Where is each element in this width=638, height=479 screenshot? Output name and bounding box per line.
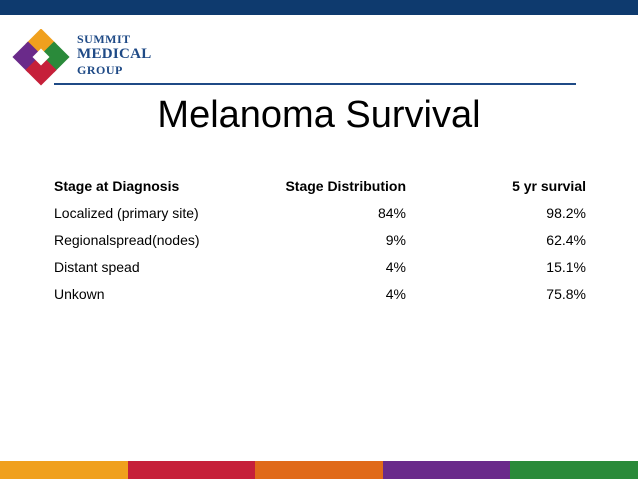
cell-survival: 62.4% (546, 231, 586, 248)
logo-wordmark: SUMMIT MEDICAL GROUP (77, 33, 152, 76)
cell-distribution: 9% (385, 231, 406, 248)
footer-color-bar (0, 461, 638, 479)
logo-line-medical: MEDICAL (77, 46, 152, 62)
header-divider (54, 83, 576, 85)
header-survival: 5 yr survial (512, 177, 586, 194)
cell-distribution: 4% (385, 285, 406, 302)
slide-title: Melanoma Survival (157, 94, 481, 136)
footer-segment (510, 461, 638, 479)
cell-survival: 15.1% (546, 258, 586, 275)
header-distribution: Stage Distribution (285, 177, 406, 194)
footer-segment (255, 461, 383, 479)
logo-line-summit: SUMMIT (77, 32, 131, 46)
cell-stage: Localized (primary site) (54, 204, 199, 221)
footer-segment (382, 461, 511, 479)
table-row: Distant spead 4% 15.1% (54, 253, 586, 280)
survival-table: Stage at Diagnosis Stage Distribution 5 … (54, 172, 586, 307)
logo-line-group: GROUP (77, 63, 123, 77)
footer-segment (0, 461, 128, 479)
cell-distribution: 4% (385, 258, 406, 275)
cell-distribution: 84% (377, 204, 406, 221)
table-row: Regionalspread(nodes) 9% 62.4% (54, 226, 586, 253)
cell-survival: 98.2% (546, 204, 586, 221)
cell-stage: Unkown (54, 285, 105, 302)
cell-stage: Regionalspread(nodes) (54, 231, 200, 248)
table-header-row: Stage at Diagnosis Stage Distribution 5 … (54, 172, 586, 199)
cell-stage: Distant spead (54, 258, 140, 275)
footer-segment (127, 461, 256, 479)
header-stage: Stage at Diagnosis (54, 177, 180, 194)
summit-logo-icon (12, 28, 72, 89)
top-bar (0, 0, 638, 15)
table-row: Localized (primary site) 84% 98.2% (54, 199, 586, 226)
table-row: Unkown 4% 75.8% (54, 280, 586, 307)
cell-survival: 75.8% (546, 285, 586, 302)
